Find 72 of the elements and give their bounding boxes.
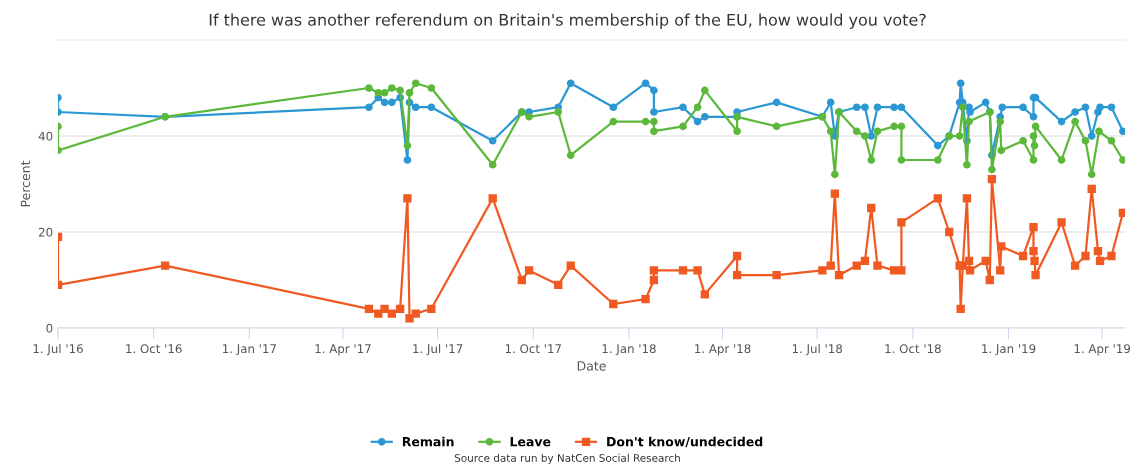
source-note: Source data run by NatCen Social Research	[454, 453, 680, 464]
point	[1087, 170, 1096, 179]
point	[733, 127, 741, 136]
point	[554, 108, 563, 116]
point	[380, 88, 389, 97]
x-axis-title: Date	[577, 361, 606, 371]
point	[1095, 127, 1103, 136]
point	[955, 132, 964, 140]
point	[996, 117, 1005, 126]
legend-label: Remain	[402, 436, 454, 447]
point	[988, 165, 996, 174]
x-tick-label: 1. Jan '18	[602, 344, 656, 356]
x-tick-label: 1. Oct '16	[126, 344, 182, 354]
point	[890, 122, 898, 131]
point	[1081, 136, 1090, 145]
point	[693, 103, 702, 112]
point	[873, 127, 882, 136]
y-tick-label: 40	[38, 131, 53, 141]
legend-label: Leave	[510, 437, 551, 447]
point	[1057, 156, 1066, 164]
point	[701, 86, 709, 95]
point	[831, 170, 839, 179]
x-tick-label: 1. Jul '17	[413, 343, 463, 356]
point	[411, 79, 420, 88]
y-tick-label: 20	[38, 227, 53, 237]
point	[641, 117, 650, 126]
point	[826, 127, 835, 136]
point	[1031, 122, 1040, 131]
legend-label: Don't know/undecided	[607, 436, 763, 448]
x-tick-label: 1. Jul '16	[33, 343, 83, 356]
point	[403, 141, 412, 150]
x-tick-label: 1. Oct '17	[505, 344, 561, 354]
point	[650, 117, 658, 126]
point	[897, 156, 906, 164]
point	[897, 122, 906, 131]
x-tick-label: 1. Jul '18	[792, 343, 843, 356]
point	[1029, 156, 1038, 164]
point	[1029, 132, 1038, 140]
point	[1019, 136, 1027, 145]
point	[1030, 141, 1039, 150]
point	[566, 151, 575, 160]
point	[852, 127, 861, 136]
point	[374, 88, 383, 97]
x-tick-label: 1. Apr '18	[695, 344, 751, 356]
point	[609, 117, 618, 126]
x-tick-label: 1. Jan '17	[223, 344, 276, 356]
x-tick-label: 1. Oct '18	[885, 344, 941, 354]
point	[963, 160, 971, 169]
point	[405, 88, 414, 97]
x-tick-label: 1. Apr '17	[315, 344, 371, 356]
x-tick-label: 1. Jan '19	[982, 344, 1036, 356]
point	[958, 103, 967, 112]
point	[867, 156, 876, 164]
point	[396, 86, 404, 95]
point	[388, 84, 396, 92]
point	[650, 127, 658, 136]
point	[365, 84, 373, 92]
point	[772, 122, 781, 131]
point	[1107, 136, 1116, 145]
point	[488, 160, 497, 169]
point	[427, 84, 436, 92]
point	[861, 132, 869, 140]
point	[525, 112, 533, 121]
x-tick-label: 1. Apr '19	[1074, 344, 1131, 356]
point	[997, 146, 1006, 155]
point	[933, 156, 942, 164]
y-axis-title: Percent	[20, 160, 31, 207]
chart-title: If there was another referendum on Britain's membership of the EU, how would you vote?	[209, 13, 926, 29]
point	[1071, 117, 1079, 126]
point	[965, 117, 973, 126]
y-tick-label: 0	[46, 323, 53, 333]
point	[679, 122, 687, 131]
